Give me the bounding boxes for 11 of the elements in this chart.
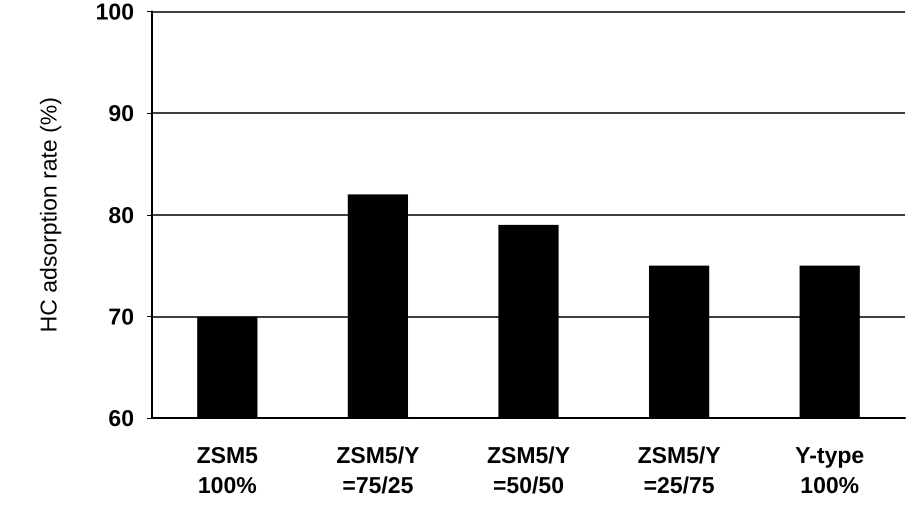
x-tick-label: ZSM5 100% bbox=[196, 442, 258, 498]
y-tick-label: 60 bbox=[108, 405, 134, 431]
x-tick-label: ZSM5/Y =50/50 bbox=[486, 442, 570, 498]
y-axis-title: HC adsorption rate (%) bbox=[36, 97, 62, 332]
x-tick-label: ZSM5/Y =25/75 bbox=[638, 442, 721, 498]
y-tick-label: 70 bbox=[108, 303, 134, 330]
x-tick-label: Y-type 100% bbox=[795, 442, 864, 498]
x-tick-label: ZSM5/Y =75/25 bbox=[336, 442, 420, 498]
y-tick-label: 90 bbox=[108, 100, 134, 126]
y-tick-label: 80 bbox=[108, 202, 134, 228]
y-tick-label: 100 bbox=[96, 0, 134, 24]
